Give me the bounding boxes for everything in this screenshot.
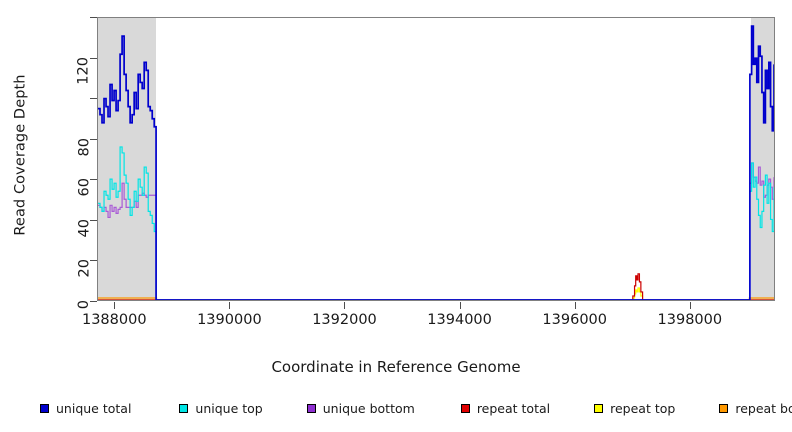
legend-swatch-icon	[594, 403, 604, 413]
x-axis: 1388000 1390000 1392000 1394000 1396000 13980…	[82, 302, 775, 332]
legend-item-label: unique top	[195, 400, 263, 416]
legend-item-label: repeat total	[476, 400, 551, 416]
y-axis-tick-label: 40	[76, 218, 92, 238]
y-axis-tick-label: 60	[76, 178, 92, 197]
y-axis-title-text: Read Coverage Depth	[13, 74, 29, 236]
x-axis-tick	[344, 302, 346, 309]
x-axis-tick-label: 1392000	[312, 312, 377, 328]
legend-item[interactable]: repeat total	[460, 400, 551, 416]
series-line	[98, 274, 774, 300]
legend-item[interactable]: unique top	[179, 400, 263, 416]
legend-item-label: repeat top	[610, 400, 676, 416]
legend-item-label: repeat bottom	[735, 400, 792, 416]
legend-swatch-icon	[719, 403, 729, 413]
plot-area	[97, 17, 775, 301]
series-line	[98, 147, 774, 300]
series-layer	[98, 18, 774, 300]
x-axis-tick	[114, 302, 116, 309]
series-line	[98, 163, 774, 300]
y-axis-tick	[90, 17, 97, 18]
y-axis-tick-label: 0	[76, 300, 92, 310]
legend-item-label: unique bottom	[322, 400, 415, 416]
x-axis-tick	[574, 302, 576, 309]
plot-inner	[98, 18, 774, 300]
chart-legend: unique total unique top unique bottom repea…	[40, 398, 792, 418]
y-axis-tick	[90, 57, 97, 59]
y-axis-tick	[90, 98, 97, 100]
x-axis-tick-label: 1394000	[427, 312, 492, 328]
y-axis-tick-label: 20	[76, 259, 92, 278]
legend-item[interactable]: repeat top	[594, 401, 675, 416]
y-axis-tick	[90, 219, 97, 221]
legend-item[interactable]: unique bottom	[306, 400, 415, 416]
y-axis-tick	[90, 301, 97, 302]
legend-item[interactable]: unique total	[40, 401, 131, 416]
x-axis-tick-label: 1398000	[657, 312, 723, 328]
y-axis-tick-label: 80	[76, 137, 92, 157]
x-axis-tick-label: 1388000	[81, 312, 147, 328]
x-axis-tick	[689, 302, 691, 309]
y-axis-tick	[90, 179, 97, 181]
legend-swatch-icon	[306, 403, 316, 413]
x-axis-title: Coordinate in Reference Genome	[271, 358, 521, 376]
y-axis-tick-label: 120	[76, 56, 92, 85]
x-axis-tick	[229, 302, 231, 309]
legend-swatch-icon	[179, 403, 189, 413]
x-axis-tick-label: 1396000	[542, 312, 607, 328]
legend-swatch-icon	[460, 403, 470, 413]
legend-item[interactable]: repeat bottom	[719, 401, 792, 416]
series-line	[98, 288, 774, 300]
series-line	[98, 26, 774, 300]
y-axis-tick	[90, 260, 97, 262]
legend-item-label: unique total	[56, 400, 132, 416]
y-axis: 0 20 40 60 80 120	[60, 17, 97, 309]
y-axis-tick	[90, 138, 97, 140]
x-axis-tick	[459, 302, 461, 309]
x-axis-tick-label: 1390000	[197, 312, 262, 328]
y-axis-title: Read Coverage Depth	[8, 0, 34, 310]
legend-swatch-icon	[40, 403, 49, 413]
